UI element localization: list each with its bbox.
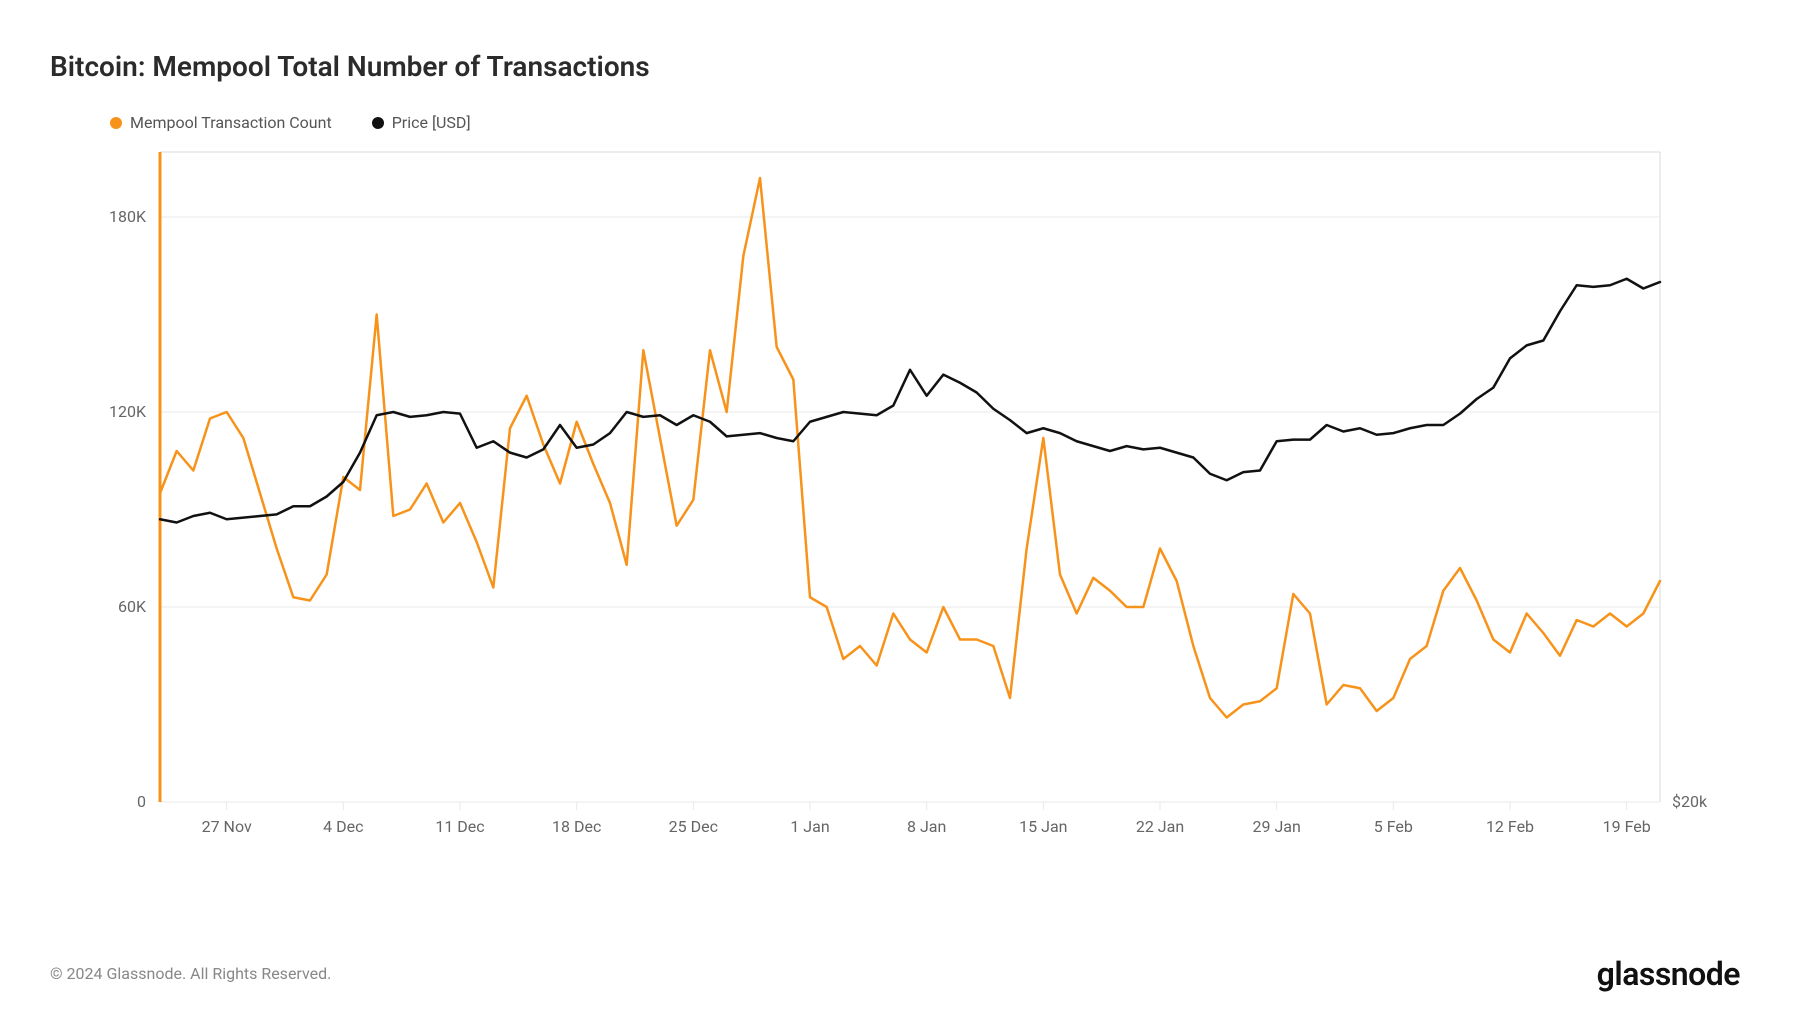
chart-area: 0 60K 120K 180K $20k 27 Nov 4 Dec 11 Dec 18 Dec 2… (50, 142, 1740, 862)
legend: Mempool Transaction Count Price [USD] (110, 113, 1740, 132)
svg-text:$20k: $20k (1672, 792, 1708, 811)
svg-text:5 Feb: 5 Feb (1374, 817, 1413, 836)
svg-text:18 Dec: 18 Dec (552, 817, 601, 836)
legend-label-price: Price [USD] (392, 113, 471, 132)
svg-text:180K: 180K (109, 207, 147, 226)
legend-item-mempool: Mempool Transaction Count (110, 113, 332, 132)
svg-text:29 Jan: 29 Jan (1253, 817, 1301, 836)
svg-text:15 Jan: 15 Jan (1019, 817, 1067, 836)
svg-text:12 Feb: 12 Feb (1486, 817, 1534, 836)
svg-text:8 Jan: 8 Jan (907, 817, 946, 836)
svg-text:60K: 60K (118, 597, 147, 616)
svg-text:0: 0 (137, 792, 146, 811)
svg-text:27 Nov: 27 Nov (202, 817, 252, 836)
svg-text:120K: 120K (109, 402, 147, 421)
legend-item-price: Price [USD] (372, 113, 471, 132)
svg-text:1 Jan: 1 Jan (790, 817, 829, 836)
legend-marker-price (372, 117, 384, 129)
copyright-text: © 2024 Glassnode. All Rights Reserved. (50, 964, 331, 983)
svg-text:4 Dec: 4 Dec (323, 817, 363, 836)
svg-text:22 Jan: 22 Jan (1136, 817, 1184, 836)
svg-text:11 Dec: 11 Dec (435, 817, 484, 836)
svg-text:19 Feb: 19 Feb (1603, 817, 1651, 836)
chart-title: Bitcoin: Mempool Total Number of Transac… (50, 50, 1740, 83)
chart-svg: 0 60K 120K 180K $20k 27 Nov 4 Dec 11 Dec 18 Dec 2… (50, 142, 1740, 862)
legend-marker-mempool (110, 117, 122, 129)
svg-text:25 Dec: 25 Dec (669, 817, 718, 836)
brand-logo: glassnode (1597, 955, 1740, 993)
legend-label-mempool: Mempool Transaction Count (130, 113, 332, 132)
